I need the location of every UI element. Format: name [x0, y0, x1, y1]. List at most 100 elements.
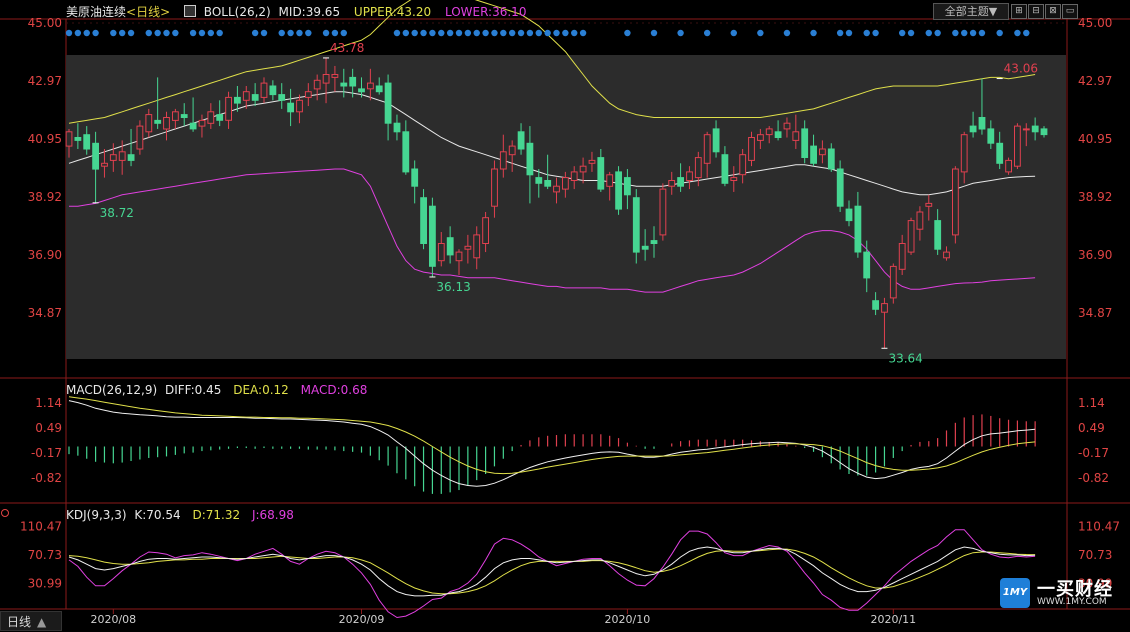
kdj-tick-right: 30.99 [1078, 577, 1112, 591]
macd-tick-right: 1.14 [1078, 396, 1105, 410]
candle-down [535, 177, 543, 184]
candle-up [703, 134, 711, 164]
macd-title: MACD(26,12,9) [66, 383, 158, 397]
candle-down [721, 154, 729, 184]
candle-down [446, 237, 454, 256]
main-plot-background [66, 55, 1066, 359]
signal-dot [703, 29, 711, 37]
signal-dot [110, 29, 117, 37]
candle-down [827, 148, 835, 170]
signal-dot [216, 29, 223, 37]
signal-dot [172, 29, 179, 37]
candle-down [615, 171, 623, 210]
kdj-d-line [68, 548, 1036, 595]
brand-logo-icon: 1MY [1000, 578, 1030, 608]
signal-dot [562, 29, 569, 37]
theme-select-button[interactable]: 全部主题▼ [933, 3, 1009, 20]
candle-up [792, 131, 800, 141]
macd-dea-label: DEA:0.12 [233, 383, 289, 397]
signal-dot [730, 29, 737, 37]
signal-dot [810, 29, 817, 37]
window-button-4[interactable]: ▭ [1062, 4, 1078, 19]
signal-dot [1023, 29, 1030, 37]
target-icon[interactable] [1, 509, 9, 517]
candle-down [526, 142, 534, 176]
brand-name: 一买财经 [1037, 579, 1113, 600]
x-tick-label: 2020/08 [90, 613, 136, 626]
signal-dot [952, 29, 959, 37]
candle-down [234, 96, 241, 104]
candle-up [304, 91, 312, 98]
window-button-1[interactable]: ⊞ [1011, 4, 1027, 19]
candle-up [952, 168, 959, 236]
signal-dot [420, 29, 427, 37]
macd-tick-right: -0.82 [1078, 471, 1109, 485]
signal-dot [305, 29, 312, 37]
candle-up [491, 168, 498, 207]
candle-up [916, 211, 924, 230]
candle-up [437, 243, 445, 262]
kdj-tick-right: 110.47 [1078, 519, 1120, 533]
candle-down [544, 180, 552, 187]
instrument-name: 美原油连续 [66, 5, 127, 19]
candle-down [340, 82, 348, 87]
candle-up [668, 180, 676, 187]
signal-dot [535, 29, 542, 37]
candle-up [322, 74, 330, 84]
candle-down [836, 168, 844, 207]
candle-up [367, 82, 374, 90]
candle-up [313, 79, 321, 90]
candle-up [783, 122, 791, 130]
macd-diff-line [68, 400, 1036, 487]
period-button[interactable]: 日线 ▲ [0, 611, 62, 631]
candle-up [118, 151, 126, 161]
macd-tick-right: 0.49 [1078, 421, 1105, 435]
candle-down [1040, 128, 1048, 136]
candle-up [464, 245, 472, 250]
candle-up [579, 165, 587, 173]
upper-label: UPPER:43.20 [353, 5, 432, 19]
signal-dot [836, 29, 844, 37]
window-button-2[interactable]: ⊟ [1028, 4, 1044, 19]
macd-tick-left: -0.17 [31, 446, 62, 460]
candle-down [677, 177, 685, 187]
signal-dot [482, 29, 489, 37]
signal-dot [907, 29, 915, 37]
candle-down [375, 85, 383, 93]
macd-tick-left: 0.49 [35, 421, 62, 435]
signal-dot [393, 29, 401, 37]
candle-up [570, 171, 578, 181]
kdj-j-line [68, 529, 1036, 619]
price-tick-left: 38.92 [28, 190, 62, 204]
candle-down [969, 125, 977, 133]
candle-up [881, 303, 888, 313]
signal-dot [260, 29, 268, 37]
window-button-3[interactable]: ⊠ [1045, 4, 1061, 19]
signal-dot [969, 29, 977, 37]
candle-up [455, 251, 463, 262]
price-tick-right: 42.97 [1078, 74, 1112, 88]
signal-dot [996, 29, 1003, 37]
candle-up [473, 234, 481, 259]
kdj-tick-right: 70.73 [1078, 548, 1112, 562]
kdj-title: KDJ(9,3,3) [66, 508, 127, 522]
candle-up [136, 125, 144, 150]
candle-down [774, 131, 782, 139]
candle-up [225, 96, 232, 121]
candle-down [189, 122, 197, 130]
x-tick-label: 2020/11 [870, 613, 916, 626]
candle-down [978, 117, 986, 130]
candle-up [1022, 128, 1030, 131]
candle-down [251, 94, 259, 101]
candle-down [402, 131, 410, 173]
signal-dot [845, 29, 853, 37]
macd-diff-label: DIFF:0.45 [164, 383, 222, 397]
chart-box-icon[interactable] [183, 5, 196, 17]
period-tag: <日线> [126, 5, 171, 19]
candle-down [845, 208, 853, 222]
signal-dot [296, 29, 303, 37]
price-annotation-label: 43.78 [330, 41, 364, 55]
signal-dot [783, 29, 791, 37]
candle-up [172, 111, 179, 121]
macd-tick-right: -0.17 [1078, 446, 1109, 460]
